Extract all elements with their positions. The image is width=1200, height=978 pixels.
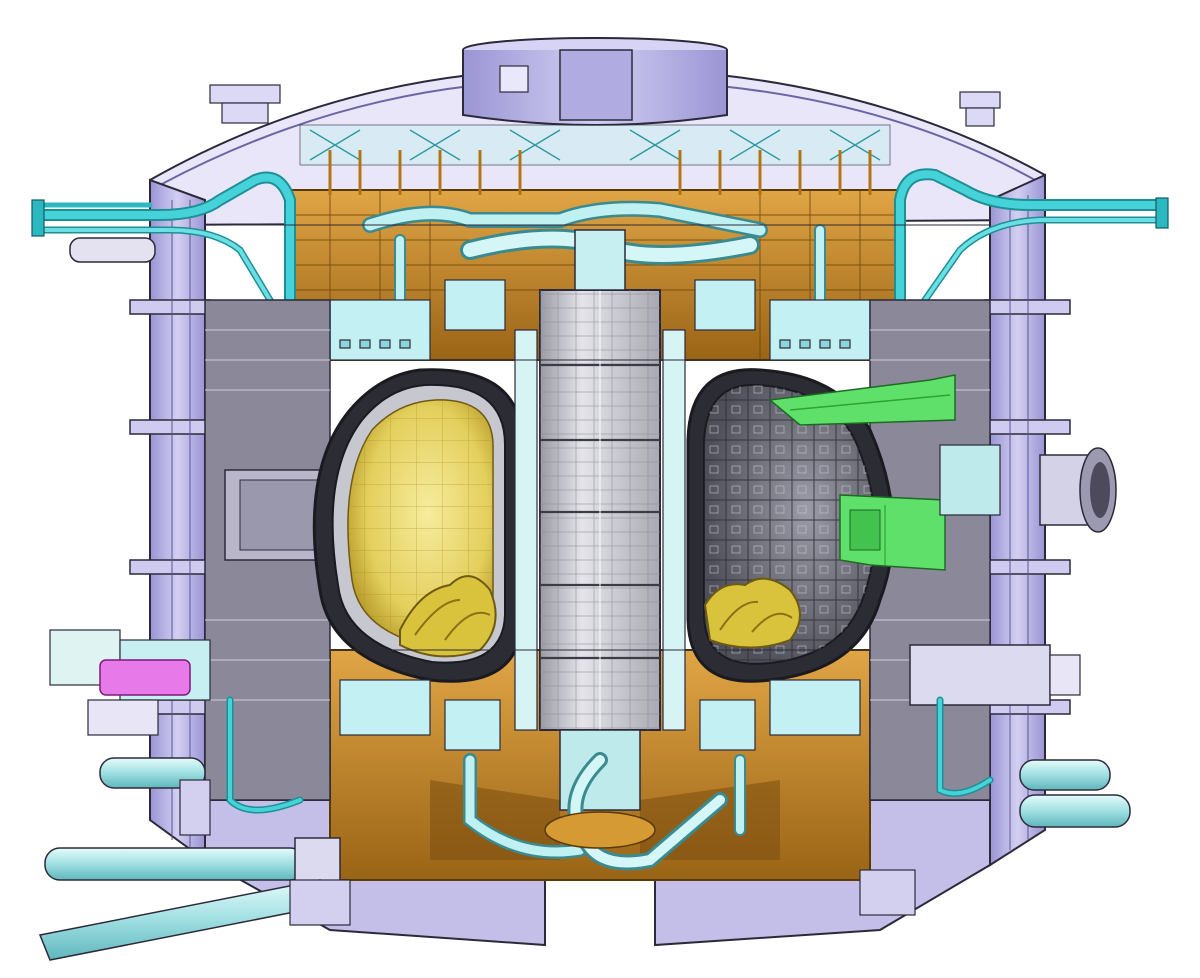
coolant-pipes-right [894, 168, 1166, 414]
support-feet [179, 779, 916, 926]
green-port-module-lower [839, 494, 946, 571]
divertor-right [703, 577, 801, 649]
green-port-module-upper [768, 374, 956, 426]
top-left-fixture [209, 84, 281, 124]
top-right-fixture [959, 91, 1001, 127]
pipe-flanges [31, 197, 1169, 237]
external-tubes [38, 757, 1131, 961]
right-equatorial-port [939, 444, 1117, 533]
outline-accents [205, 224, 990, 651]
central-solenoid [539, 229, 661, 811]
coolant-pipes-left [34, 171, 296, 424]
divertor-left [399, 575, 497, 658]
right-vacuum-vessel-section [686, 368, 895, 683]
left-vacuum-vessel-section [312, 368, 524, 683]
left-side-tube [69, 237, 156, 263]
upper-port-plugs [329, 279, 871, 361]
right-lower-port [909, 644, 1081, 706]
coolant-pipes-lower [226, 696, 994, 814]
left-lower-port [49, 629, 211, 736]
lower-port-plugs [339, 679, 861, 751]
inner-leg-columns [514, 329, 686, 731]
top-feeder-lattice [299, 124, 891, 195]
top-port-cylinder [462, 37, 728, 126]
magenta-module [99, 659, 191, 696]
lower-support-ring [544, 811, 656, 849]
